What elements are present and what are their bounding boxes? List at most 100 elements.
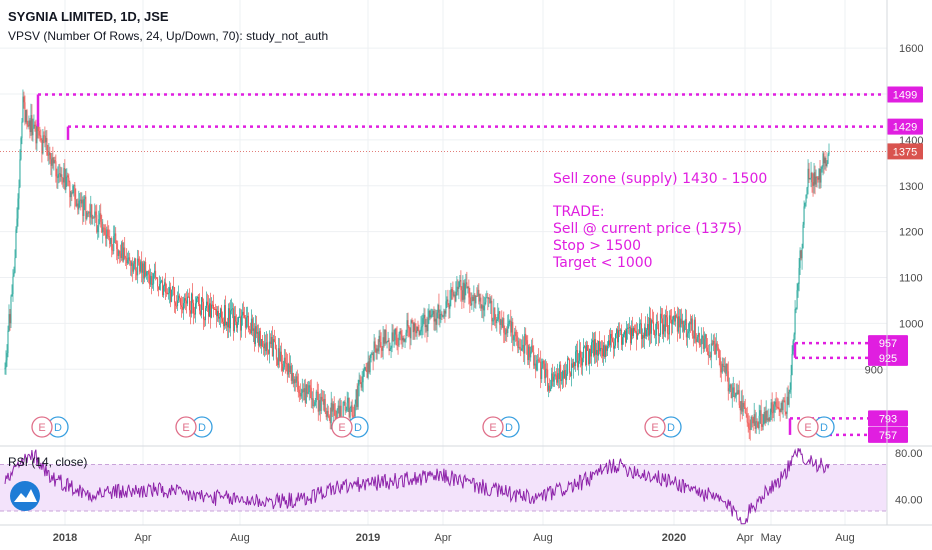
level-badge-label: 925 xyxy=(879,353,897,365)
candle-body xyxy=(417,326,419,331)
candle-body xyxy=(622,334,624,338)
candle-body xyxy=(606,346,608,351)
candle-body xyxy=(577,350,579,368)
candle xyxy=(681,313,683,333)
candle-body xyxy=(541,367,543,379)
candle xyxy=(26,108,28,130)
candle xyxy=(328,414,330,421)
candle xyxy=(305,383,307,404)
candle-body xyxy=(43,135,45,137)
candle-body xyxy=(40,135,42,141)
candle-body xyxy=(530,351,532,358)
candle-body xyxy=(247,315,249,330)
candle-body xyxy=(392,332,394,341)
event-marker[interactable]: DE xyxy=(175,416,213,438)
candle xyxy=(235,314,237,332)
candle-body xyxy=(250,318,252,334)
candle xyxy=(20,136,22,161)
event-marker[interactable]: DE xyxy=(331,416,369,438)
candle-body xyxy=(774,401,776,405)
candle-body xyxy=(301,389,303,393)
candle xyxy=(433,306,435,331)
candle-body xyxy=(319,400,321,411)
event-marker[interactable]: DE xyxy=(482,416,520,438)
candle-body xyxy=(498,311,500,314)
candle-body xyxy=(809,178,811,180)
candle xyxy=(667,324,669,340)
candle-body xyxy=(254,326,256,345)
candle-body xyxy=(648,317,650,336)
candle xyxy=(551,367,553,389)
event-marker[interactable]: DE xyxy=(644,416,682,438)
candle xyxy=(289,355,291,375)
candle xyxy=(245,306,247,330)
candle-body xyxy=(730,384,732,398)
candle xyxy=(21,118,23,145)
candle xyxy=(206,291,208,312)
candle-body xyxy=(92,217,94,219)
candle-body xyxy=(580,350,582,358)
candle xyxy=(775,392,777,411)
candle xyxy=(237,316,239,325)
candle xyxy=(480,293,482,312)
candle-body xyxy=(314,402,316,406)
candle-body xyxy=(454,294,456,302)
candle-body xyxy=(594,339,596,356)
candle xyxy=(291,364,293,385)
candle-body xyxy=(242,311,244,316)
candle xyxy=(814,165,816,195)
candle-body xyxy=(75,199,77,207)
candle-body xyxy=(373,341,375,361)
candle xyxy=(225,321,227,331)
candle-body xyxy=(791,354,793,375)
candle xyxy=(535,354,537,379)
candle xyxy=(213,306,215,310)
candle xyxy=(652,311,654,335)
event-marker[interactable]: DE xyxy=(797,416,835,438)
candle-body xyxy=(77,203,79,210)
x-tick-label: Apr xyxy=(434,532,451,544)
event-marker[interactable]: DE xyxy=(31,416,69,438)
candle-body xyxy=(631,328,633,336)
y-tick-label-partial: 900 xyxy=(865,364,883,376)
level-badge-label: 793 xyxy=(879,413,897,425)
candle-body xyxy=(603,345,605,357)
candle xyxy=(194,306,196,319)
candle-body xyxy=(597,350,599,356)
candle xyxy=(372,351,374,371)
candle-body xyxy=(810,172,812,179)
candle-body xyxy=(138,258,140,263)
candle-body xyxy=(85,196,87,220)
candle-body xyxy=(723,365,725,368)
candle xyxy=(677,307,679,334)
candle-body xyxy=(468,286,470,298)
candle xyxy=(635,322,637,351)
candle xyxy=(210,292,212,329)
candle xyxy=(223,299,225,330)
candle-body xyxy=(58,173,60,175)
candle-body xyxy=(313,405,315,406)
candle xyxy=(94,203,96,227)
candle-body xyxy=(190,310,192,314)
candle-body xyxy=(590,348,592,357)
candle xyxy=(520,338,522,357)
candle xyxy=(654,323,656,346)
candle-body xyxy=(76,203,78,207)
candle-body xyxy=(615,333,617,346)
candle-body xyxy=(193,302,195,314)
candle xyxy=(298,385,300,402)
candle xyxy=(741,389,743,420)
candle-body xyxy=(450,288,452,301)
tradingview-logo[interactable] xyxy=(10,481,40,511)
candle xyxy=(211,300,213,309)
candle-body xyxy=(62,177,64,183)
candle xyxy=(327,405,329,418)
candle-body xyxy=(566,373,568,381)
candle xyxy=(370,352,372,363)
candle xyxy=(444,309,446,323)
candle xyxy=(580,342,582,368)
candle xyxy=(246,306,248,328)
candle-body xyxy=(342,402,344,418)
candle-body xyxy=(286,363,288,375)
candle-body xyxy=(419,331,421,335)
